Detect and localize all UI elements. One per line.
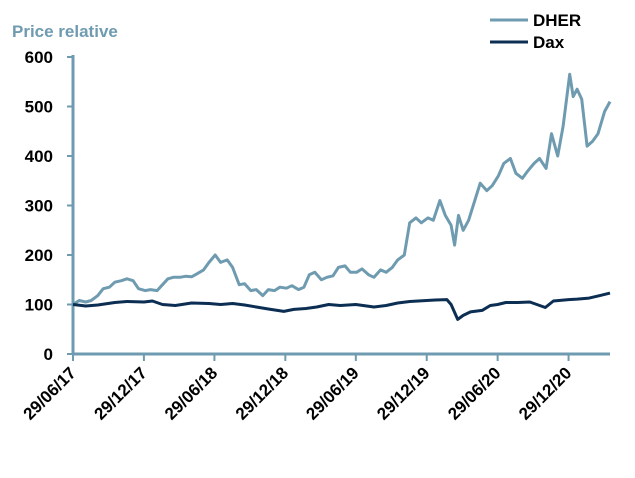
x-tick-label: 29/06/20 (444, 363, 504, 423)
legend-label-dax: Dax (533, 33, 565, 52)
y-tick-label: 0 (44, 345, 53, 364)
y-tick-label: 500 (25, 98, 53, 117)
x-tick-label: 29/12/20 (515, 363, 575, 423)
y-tick-label: 400 (25, 147, 53, 166)
legend-label-dher: DHER (533, 11, 581, 30)
x-tick-label: 29/06/18 (161, 363, 221, 423)
x-tick-label: 29/06/19 (302, 363, 362, 423)
x-tick-label: 29/12/19 (373, 363, 433, 423)
y-tick-label: 100 (25, 296, 53, 315)
x-tick-label: 29/12/18 (232, 363, 292, 423)
chart-title: Price relative (12, 22, 118, 41)
y-tick-label: 300 (25, 197, 53, 216)
y-tick-label: 600 (25, 48, 53, 67)
series-line-dax (72, 291, 611, 321)
series-line-dher (72, 72, 612, 306)
x-tick-label: 29/06/17 (20, 363, 80, 423)
x-tick-label: 29/12/17 (90, 363, 150, 423)
y-tick-label: 200 (25, 246, 53, 265)
